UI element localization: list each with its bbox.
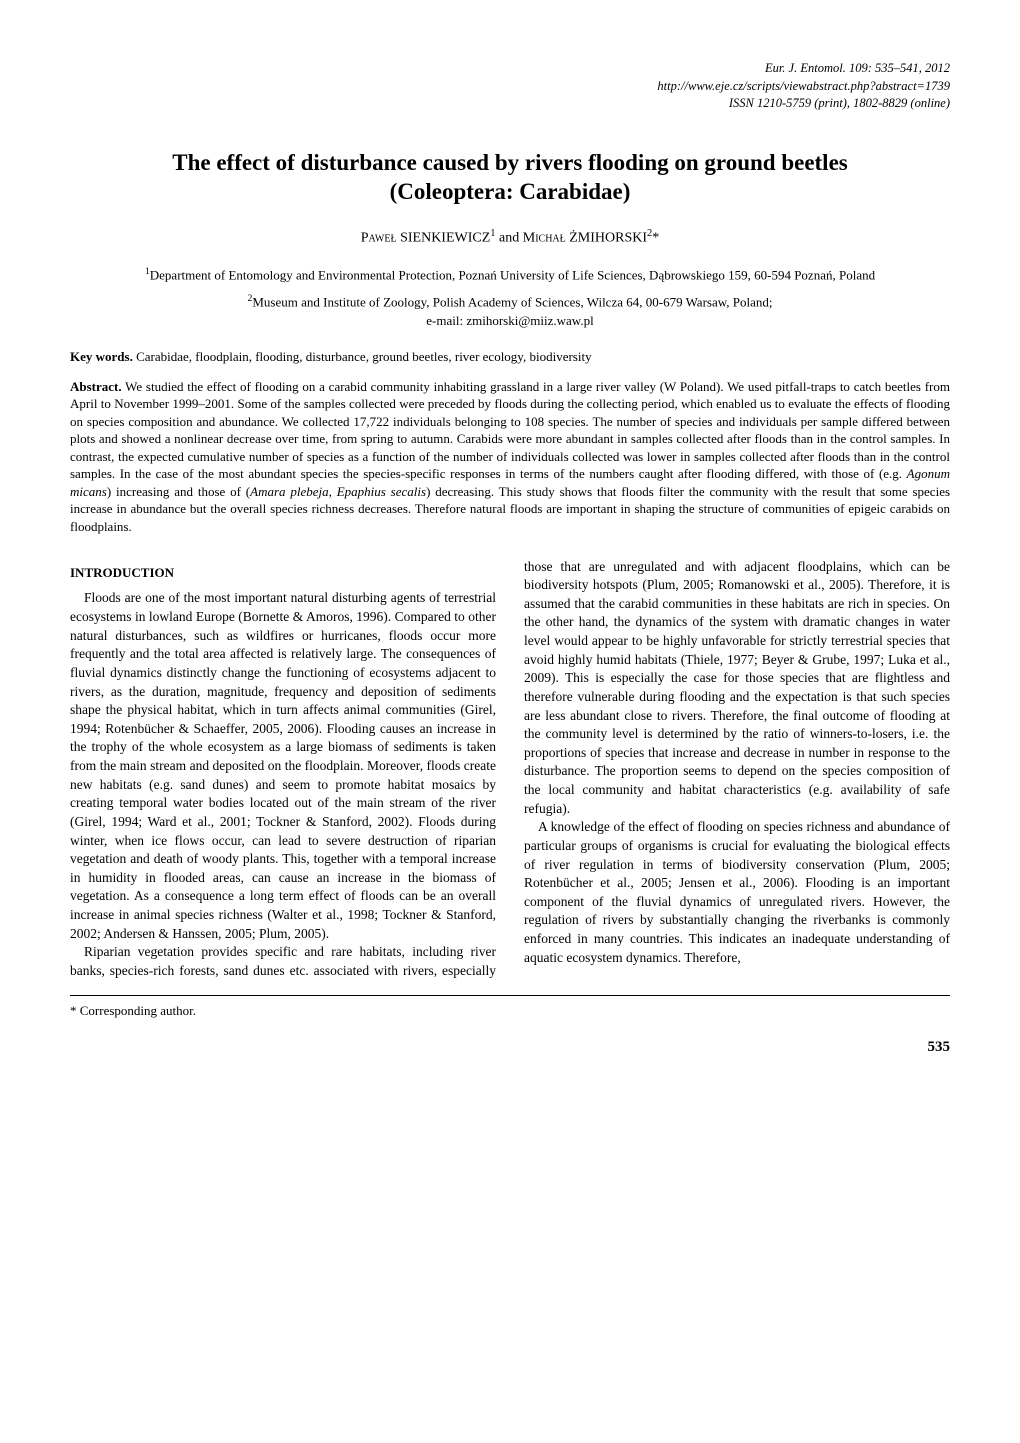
keywords-label: Key words. <box>70 349 133 364</box>
journal-url: http://www.eje.cz/scripts/viewabstract.p… <box>70 78 950 96</box>
journal-citation: Eur. J. Entomol. 109: 535–541, 2012 <box>70 60 950 78</box>
keywords-block: Key words. Carabidae, floodplain, floodi… <box>70 348 950 366</box>
page-number: 535 <box>70 1037 950 1057</box>
title-line-2: (Coleoptera: Carabidae) <box>390 179 631 204</box>
abstract-block: Abstract. We studied the effect of flood… <box>70 378 950 536</box>
keywords-text: Carabidae, floodplain, flooding, disturb… <box>133 349 592 364</box>
author-and: and <box>496 231 523 246</box>
introduction-heading: INTRODUCTION <box>70 564 496 582</box>
article-title: The effect of disturbance caused by rive… <box>70 148 950 208</box>
abstract-label: Abstract. <box>70 379 122 394</box>
author-2-first: Michał <box>523 231 566 246</box>
body-two-column: INTRODUCTION Floods are one of the most … <box>70 558 950 981</box>
intro-paragraph-1: Floods are one of the most important nat… <box>70 589 496 943</box>
affiliation-email: e-mail: zmihorski@miiz.waw.pl <box>426 313 593 328</box>
abstract-p3: , <box>329 484 337 499</box>
journal-issn: ISSN 1210-5759 (print), 1802-8829 (onlin… <box>70 95 950 113</box>
affiliation-1: 1Department of Entomology and Environmen… <box>70 265 950 285</box>
footnote-rule <box>70 995 950 996</box>
journal-header: Eur. J. Entomol. 109: 535–541, 2012 http… <box>70 60 950 113</box>
abstract-p2: ) increasing and those of ( <box>107 484 250 499</box>
affiliation-2-text: Museum and Institute of Zoology, Polish … <box>252 295 772 310</box>
corresponding-author-footnote: * Corresponding author. <box>70 1002 950 1020</box>
title-line-1: The effect of disturbance caused by rive… <box>172 150 848 175</box>
affiliation-1-text: Department of Entomology and Environment… <box>150 267 875 282</box>
abstract-species-3: Epaphius secalis <box>337 484 426 499</box>
authors-block: Paweł SIENKIEWICZ1 and Michał ŻMIHORSKI2… <box>70 227 950 249</box>
abstract-species-2: Amara plebeja <box>250 484 329 499</box>
author-2-last: ŻMIHORSKI <box>569 231 647 246</box>
abstract-p1: We studied the effect of flooding on a c… <box>70 379 950 482</box>
author-1-first: Paweł <box>361 231 397 246</box>
affiliation-2: 2Museum and Institute of Zoology, Polish… <box>70 292 950 330</box>
intro-paragraph-3: A knowledge of the effect of flooding on… <box>524 818 950 967</box>
author-1-last: SIENKIEWICZ <box>400 231 490 246</box>
author-asterisk: * <box>652 231 659 246</box>
